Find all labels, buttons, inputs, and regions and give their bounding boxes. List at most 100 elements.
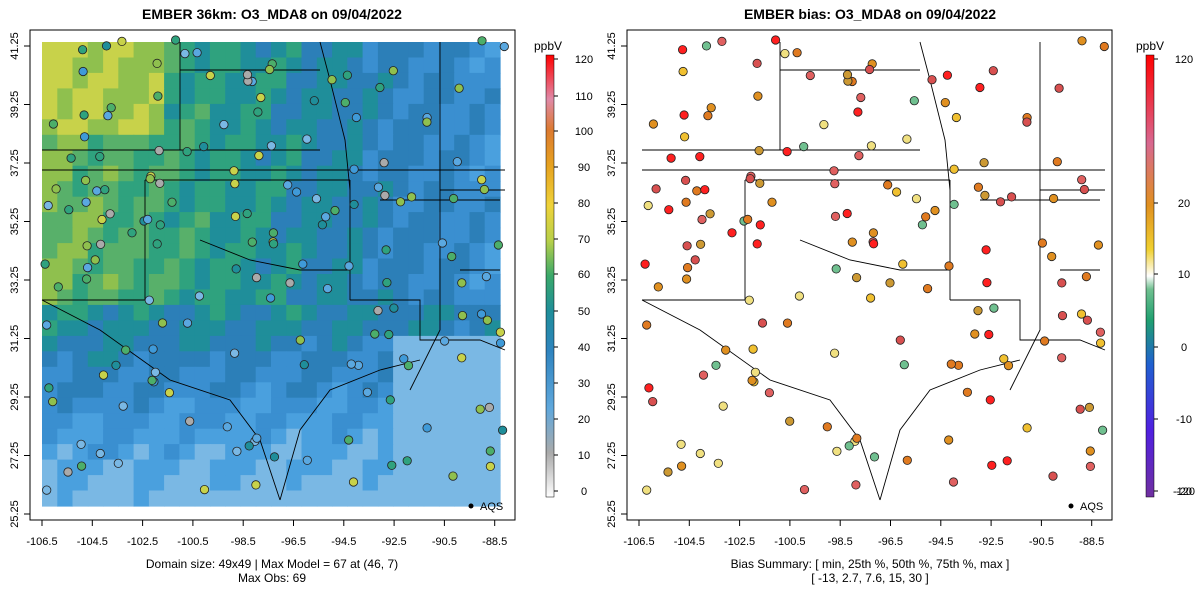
aqs-legend-marker bbox=[1068, 503, 1074, 509]
bias-marker bbox=[651, 184, 661, 194]
bias-marker bbox=[902, 455, 912, 465]
station-marker bbox=[346, 359, 356, 369]
x-tick-label: -90.5 bbox=[432, 536, 457, 548]
colorbar-tick-label: 120 bbox=[575, 54, 593, 66]
station-marker bbox=[349, 199, 359, 209]
observation-stations bbox=[40, 35, 509, 495]
station-marker bbox=[422, 117, 432, 127]
station-marker bbox=[98, 370, 109, 380]
x-tick-label: -94.5 bbox=[331, 536, 356, 548]
right-legend-label: AQS bbox=[1080, 501, 1103, 513]
bias-marker bbox=[648, 119, 659, 129]
bias-marker bbox=[743, 214, 753, 224]
station-marker bbox=[402, 456, 412, 466]
station-marker bbox=[388, 66, 398, 76]
station-marker bbox=[105, 209, 115, 219]
x-tick-label: -90.5 bbox=[1029, 536, 1054, 548]
station-marker bbox=[230, 348, 240, 358]
bias-marker bbox=[718, 401, 728, 411]
station-marker bbox=[266, 141, 276, 151]
station-marker bbox=[457, 353, 467, 363]
model-ozone-field bbox=[30, 30, 515, 520]
station-marker bbox=[205, 70, 215, 81]
station-marker bbox=[452, 157, 462, 167]
station-marker bbox=[143, 214, 153, 224]
station-marker bbox=[76, 439, 86, 449]
bias-marker bbox=[640, 259, 650, 269]
x-tick-label: -106.5 bbox=[26, 536, 57, 548]
bias-marker bbox=[975, 82, 985, 93]
bias-marker bbox=[842, 208, 852, 219]
station-marker bbox=[373, 182, 383, 192]
station-marker bbox=[152, 239, 162, 249]
colorbar-tick-label: 50 bbox=[578, 306, 590, 318]
bias-marker bbox=[909, 96, 919, 106]
station-marker bbox=[499, 41, 509, 52]
y-tick-label: 31.25 bbox=[9, 325, 21, 353]
bias-marker bbox=[1003, 360, 1014, 371]
bias-marker bbox=[999, 354, 1009, 364]
bias-marker bbox=[854, 151, 864, 161]
left-panel-title: EMBER 36km: O3_MDA8 on 09/04/2022 bbox=[142, 6, 402, 22]
bias-marker bbox=[1098, 425, 1108, 435]
x-tick-label: -88.5 bbox=[482, 536, 507, 548]
station-marker bbox=[42, 320, 52, 330]
x-tick-label: -88.5 bbox=[1079, 536, 1104, 548]
bias-marker bbox=[703, 111, 713, 121]
bias-marker bbox=[752, 239, 762, 249]
station-marker bbox=[495, 338, 506, 348]
station-marker bbox=[497, 425, 508, 435]
station-marker bbox=[379, 158, 389, 168]
bias-marker bbox=[973, 305, 983, 316]
bias-marker bbox=[1076, 309, 1087, 319]
station-marker bbox=[395, 197, 406, 207]
bias-marker bbox=[856, 92, 866, 103]
bias-marker bbox=[869, 452, 880, 462]
bias-marker bbox=[1006, 192, 1017, 202]
station-marker bbox=[448, 193, 459, 204]
station-marker bbox=[295, 335, 305, 345]
station-marker bbox=[302, 455, 312, 465]
left-legend-label: AQS bbox=[480, 501, 503, 513]
bias-marker bbox=[1085, 446, 1095, 456]
station-marker bbox=[327, 75, 337, 85]
colorbar-tick-label: 100 bbox=[575, 126, 593, 138]
bias-marker bbox=[830, 179, 840, 189]
station-marker bbox=[495, 327, 505, 337]
station-marker bbox=[252, 272, 262, 283]
bias-marker bbox=[643, 200, 653, 211]
state-border bbox=[1009, 190, 1041, 391]
station-marker bbox=[97, 214, 107, 225]
station-marker bbox=[342, 70, 352, 80]
station-marker bbox=[382, 277, 392, 288]
bias-marker bbox=[1057, 310, 1068, 321]
station-marker bbox=[476, 309, 487, 319]
right-map-frame bbox=[626, 29, 1113, 521]
bias-marker bbox=[799, 142, 809, 152]
bias-marker bbox=[1002, 456, 1012, 466]
bias-marker bbox=[676, 461, 687, 471]
y-tick-label: 29.25 bbox=[606, 383, 618, 411]
bias-marker bbox=[829, 348, 840, 358]
x-tick-label: -104.5 bbox=[77, 536, 108, 548]
bias-marker bbox=[1054, 83, 1064, 93]
station-marker bbox=[152, 58, 162, 69]
bias-marker bbox=[970, 329, 980, 339]
bias-marker bbox=[648, 396, 658, 407]
station-marker bbox=[42, 485, 52, 495]
bias-marker bbox=[682, 241, 692, 251]
station-marker bbox=[479, 184, 489, 195]
station-marker bbox=[231, 264, 241, 274]
station-marker bbox=[475, 404, 485, 414]
colorbar-tick-label: 40 bbox=[578, 342, 590, 354]
bias-marker bbox=[942, 70, 953, 80]
station-marker bbox=[229, 166, 239, 176]
station-marker bbox=[157, 318, 168, 328]
station-marker bbox=[322, 283, 333, 294]
bias-marker bbox=[1079, 184, 1090, 195]
bias-marker bbox=[891, 187, 902, 197]
station-marker bbox=[351, 112, 361, 123]
station-marker bbox=[244, 441, 254, 451]
bias-marker bbox=[847, 237, 857, 247]
colorbar-tick-label: 120 bbox=[1175, 54, 1193, 66]
